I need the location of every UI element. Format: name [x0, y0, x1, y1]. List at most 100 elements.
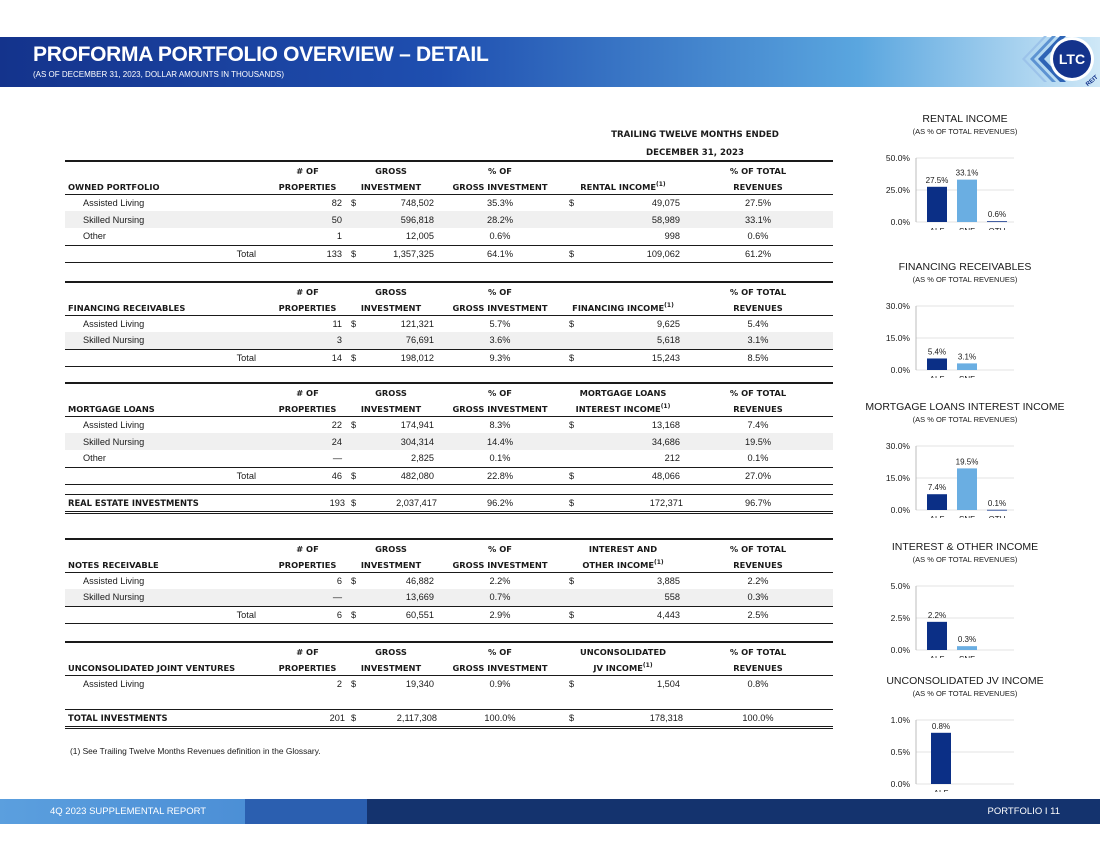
chart-2: MORTGAGE LOANS INTEREST INCOME (AS % OF T… [850, 398, 1100, 518]
real-estate-income: 172,371 [649, 498, 683, 508]
col-properties-h2: PROPERTIES [278, 403, 337, 414]
chart-1: FINANCING RECEIVABLES (AS % OF TOTAL REVE… [850, 258, 1100, 378]
row-dollar [345, 433, 361, 450]
y-tick-label: 0.0% [891, 505, 911, 515]
x-tick-label: SNF [959, 515, 975, 518]
y-tick-label: 2.5% [891, 613, 911, 623]
x-tick-label: ALF [934, 789, 949, 792]
real-estate-investments-row: REAL ESTATE INVESTMENTS 193 $ 2,037,417 … [65, 494, 833, 514]
row-gross: 121,321 [400, 318, 434, 329]
total-investments-income: 178,318 [649, 713, 683, 723]
footer-bar: 4Q 2023 SUPPLEMENTAL REPORT PORTFOLIO I … [0, 799, 1100, 824]
y-tick-label: 0.0% [891, 645, 911, 655]
col-gross-h1: GROSS [375, 544, 407, 554]
y-tick-label: 15.0% [886, 333, 911, 343]
row-income-dollar [563, 433, 583, 450]
table-row: Assisted Living 82 $748,502 35.3% $49,075 27.… [65, 194, 833, 211]
real-estate-pct-rev: 96.7% [744, 498, 772, 508]
x-tick-label: SNF [959, 227, 975, 230]
table-row: Skilled Nursing 3 76,691 3.6% 5,618 3.1% [65, 332, 833, 349]
row-gross: 60,551 [361, 605, 437, 624]
y-tick-label: 50.0% [886, 153, 911, 163]
row-pct-gross: 14.4% [437, 433, 563, 450]
row-label: Assisted Living [83, 197, 145, 208]
col-income-h2: RENTAL INCOME(1) [580, 180, 666, 192]
col-gross-h1: GROSS [375, 388, 407, 398]
col-pct-gross-h1: % OF [488, 388, 512, 398]
footnote-marker: (1) [654, 558, 664, 566]
table-row: Assisted Living 22 $174,941 8.3% $13,168 7.4% [65, 416, 833, 433]
row-income: 58,989 [583, 211, 683, 228]
row-pct-gross: 0.9% [489, 678, 511, 689]
table-row: Assisted Living 11 $121,321 5.7% $9,625 5.4% [65, 315, 833, 332]
row-income: 34,686 [583, 433, 683, 450]
bar-value-label: 5.4% [928, 347, 946, 356]
row-label: Assisted Living [83, 318, 145, 329]
row-income-dollar: $ [569, 197, 575, 208]
col-properties-h1: # OF [296, 287, 319, 297]
x-tick-label: ALF [930, 227, 945, 230]
footnote-marker: (1) [664, 301, 674, 309]
ttm-header: TRAILING TWELVE MONTHS ENDED DECEMBER 31… [560, 126, 830, 162]
row-properties: 6 [336, 575, 342, 586]
row-income-dollar: $ [563, 244, 583, 263]
total-investments-label: TOTAL INVESTMENTS [68, 713, 168, 723]
col-pct-gross-h1: % OF [488, 166, 512, 176]
row-properties: 2 [336, 678, 342, 689]
row-gross: 174,941 [400, 419, 434, 430]
col-pct-gross-h2: GROSS INVESTMENT [452, 403, 548, 414]
row-pct-gross: 2.2% [489, 575, 511, 586]
bar-chart-svg: INTEREST & OTHER INCOME (AS % OF TOTAL RE… [891, 541, 1039, 658]
row-dollar: $ [351, 575, 357, 586]
row-pct-rev: 61.2% [683, 244, 833, 263]
total-row: Total 46 $482,080 22.8% $48,066 27.0% [65, 466, 833, 485]
bar-value-label: 2.2% [928, 611, 946, 620]
row-dollar: $ [351, 678, 357, 689]
row-gross: 2,825 [411, 453, 434, 464]
col-properties-h1: # OF [296, 388, 319, 398]
row-pct-gross: 8.3% [489, 419, 511, 430]
footnote: (1) See Trailing Twelve Months Revenues … [70, 746, 321, 756]
total-investments-pct-rev: 100.0% [742, 713, 774, 723]
row-pct-rev: 3.1% [683, 332, 833, 349]
col-pct-rev-h1: % OF TOTAL [729, 388, 787, 398]
col-properties-h2: PROPERTIES [278, 181, 337, 192]
col-pct-rev-h2: REVENUES [733, 403, 783, 414]
row-pct-rev: 7.4% [747, 419, 769, 430]
row-gross: 748,502 [400, 197, 434, 208]
col-pct-gross-h2: GROSS INVESTMENT [452, 302, 548, 313]
bar-value-label: 7.4% [928, 483, 946, 492]
y-tick-label: 0.0% [891, 779, 911, 789]
row-income: 13,168 [651, 419, 680, 430]
section-name: MORTGAGE LOANS [68, 403, 155, 414]
x-tick-label: ALF [930, 375, 945, 378]
row-pct-rev: 2.2% [747, 575, 769, 586]
ltc-logo: LTC REIT [1022, 36, 1100, 88]
row-label: Skilled Nursing [65, 433, 270, 450]
row-income: 212 [664, 453, 680, 464]
row-properties: 14 [270, 348, 345, 367]
bar-value-label: 19.5% [956, 457, 979, 466]
col-pct-rev-h1: % OF TOTAL [729, 544, 787, 554]
chart-subtitle: (AS % OF TOTAL REVENUES) [913, 415, 1018, 424]
total-investments-properties: 201 [329, 713, 345, 723]
row-dollar [345, 589, 361, 606]
row-gross: 76,691 [361, 332, 437, 349]
row-properties: 6 [270, 605, 345, 624]
row-properties: 11 [332, 318, 342, 329]
row-income: 48,066 [583, 466, 683, 485]
row-pct-gross: 22.8% [437, 466, 563, 485]
row-income-dollar: $ [563, 466, 583, 485]
section-table: # OF GROSS % OF % OF TOTAL OWNED PORTFOLIO PR… [65, 160, 833, 263]
col-properties-h2: PROPERTIES [278, 559, 337, 570]
bar-chart-svg: MORTGAGE LOANS INTEREST INCOME (AS % OF T… [865, 401, 1064, 518]
col-pct-rev-h2: REVENUES [733, 302, 783, 313]
row-pct-rev: 8.5% [683, 348, 833, 367]
row-properties: 3 [270, 332, 345, 349]
row-pct-gross: 5.7% [489, 318, 511, 329]
page-subtitle: (AS OF DECEMBER 31, 2023, DOLLAR AMOUNTS… [33, 70, 285, 79]
row-label: Other [83, 453, 106, 464]
row-label: Total [65, 466, 270, 485]
row-pct-gross: 64.1% [437, 244, 563, 263]
bar-oth [987, 509, 1007, 511]
